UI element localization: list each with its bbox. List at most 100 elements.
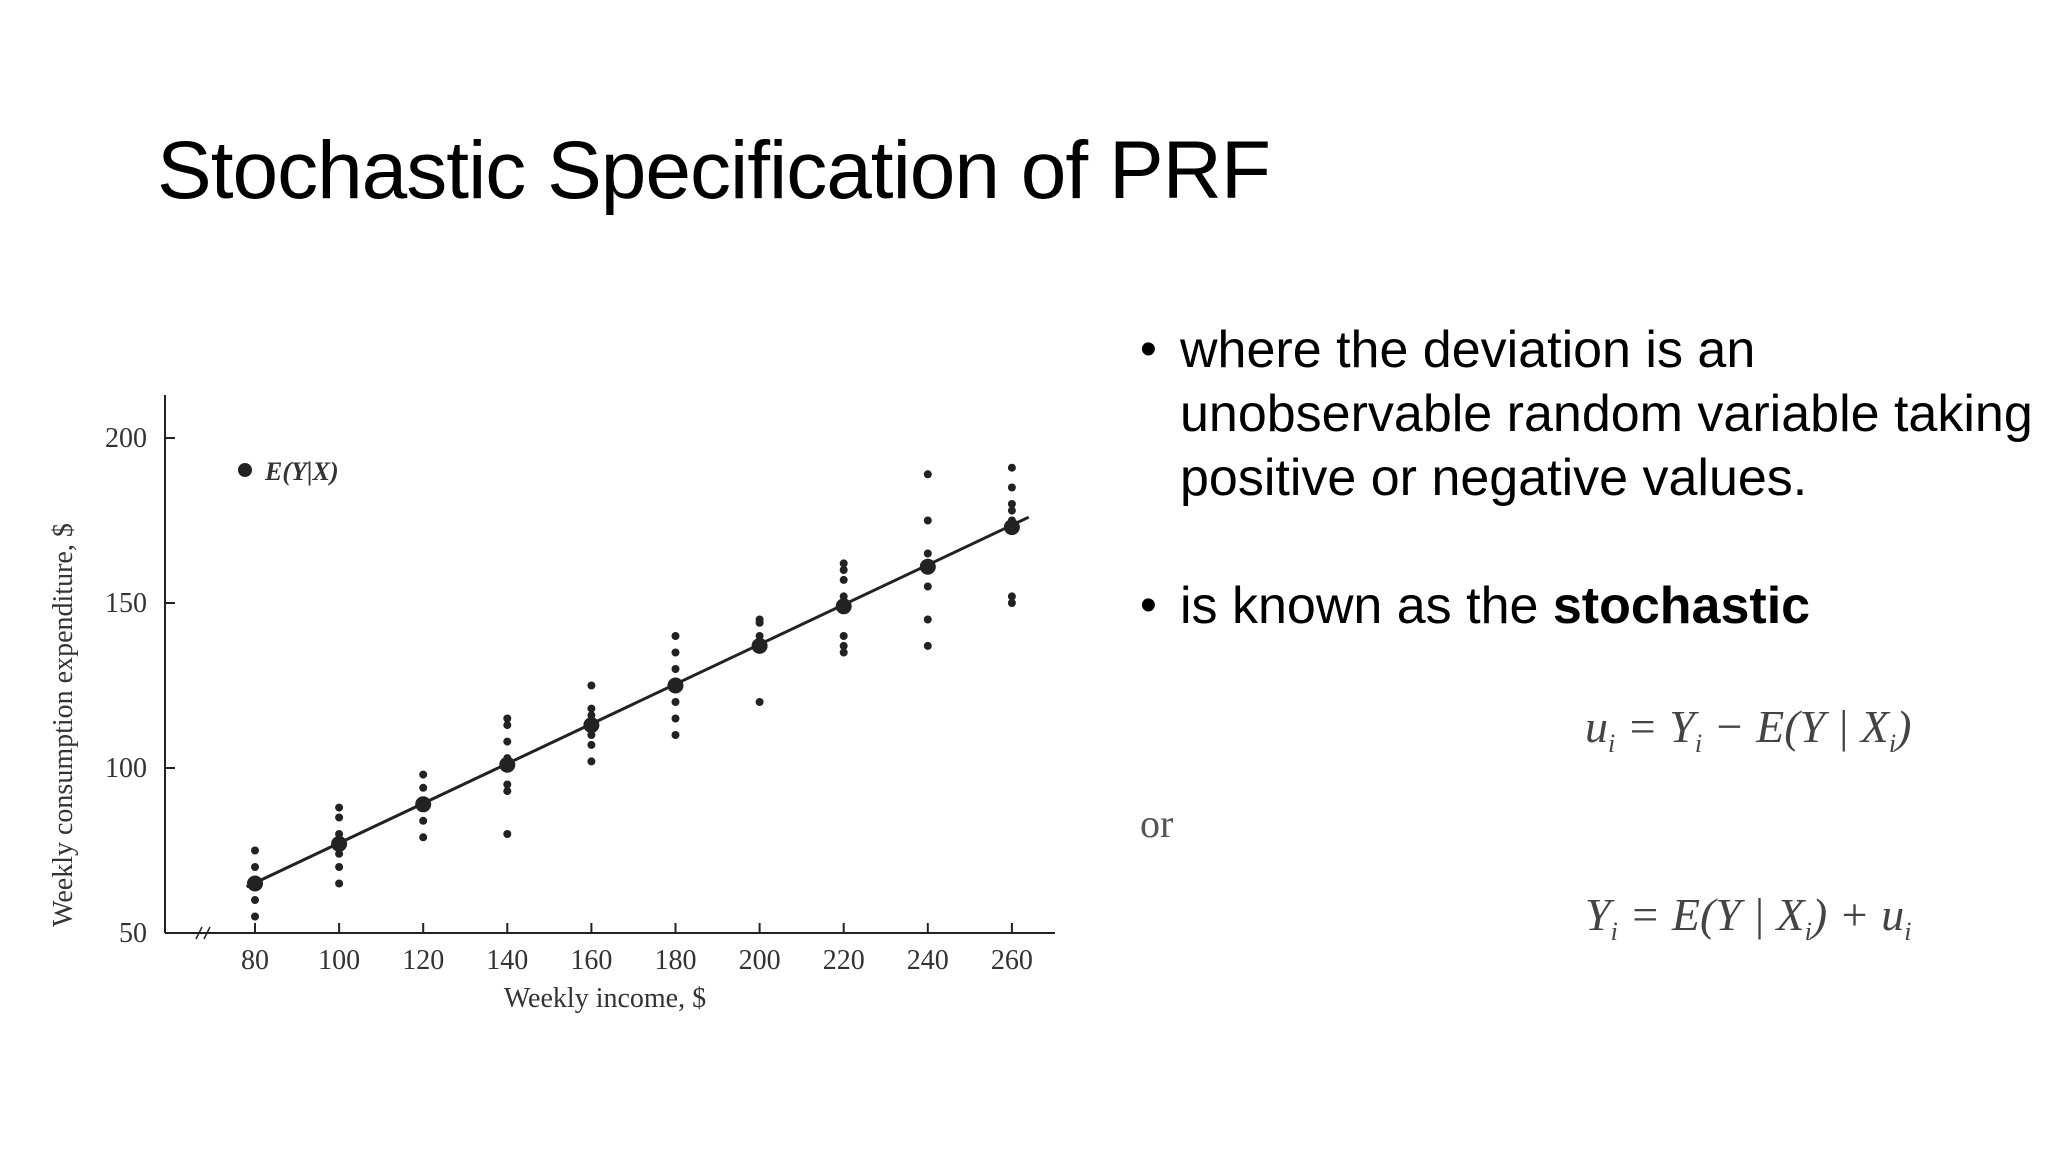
legend-marker: [238, 463, 252, 477]
observation-point: [335, 830, 344, 838]
observation-points: [251, 463, 1016, 921]
legend-label: E(Y|X): [264, 457, 339, 486]
observation-point: [839, 592, 848, 601]
equation-connector: or: [1140, 801, 1174, 846]
conditional-mean-point: [667, 677, 684, 694]
observation-point: [335, 813, 344, 822]
x-axis-title: Weekly income, $: [504, 983, 706, 1014]
regression-line: [245, 515, 1030, 889]
y-tick-label: 50: [119, 918, 147, 949]
observation-point: [1007, 500, 1016, 508]
slide-title: Stochastic Specification of PRF: [157, 125, 1271, 216]
observation-point: [503, 721, 512, 730]
x-tick-label: 120: [402, 945, 444, 976]
conditional-mean-point: [583, 717, 600, 734]
x-tick-label: 220: [823, 945, 865, 976]
observation-point: [587, 731, 596, 739]
bullet-text: is known as the: [1180, 577, 1553, 635]
bullet-marker: •: [1140, 323, 1157, 376]
observation-point: [587, 681, 596, 690]
observation-point: [923, 516, 932, 525]
observation-point: [671, 698, 680, 706]
observation-point: [839, 648, 848, 657]
y-tick-label: 100: [105, 753, 147, 784]
observation-point: [419, 833, 428, 842]
x-tick-label: 200: [739, 945, 781, 976]
axis-break-mark: [195, 926, 211, 940]
x-tick-label: 160: [570, 945, 612, 976]
observation-point: [923, 615, 932, 624]
observation-point: [839, 641, 848, 650]
observation-point: [923, 582, 932, 591]
observation-point: [839, 559, 848, 568]
observation-point: [587, 704, 596, 713]
conditional-mean-point: [331, 835, 348, 852]
observation-point: [671, 632, 680, 640]
y-tick-label: 150: [105, 588, 147, 619]
observation-point: [503, 714, 512, 723]
observation-point: [587, 740, 596, 749]
chart-legend: E(Y|X): [238, 457, 339, 486]
x-tick-label: 100: [318, 945, 360, 976]
conditional-mean-points: [247, 519, 1020, 892]
bullet-list: • where the deviation is an unobservable…: [1140, 318, 2040, 668]
observation-point: [251, 846, 259, 855]
observation-point: [923, 470, 932, 479]
observation-point: [1007, 592, 1016, 601]
y-axis-title: Weekly consumption expenditure, $: [48, 523, 79, 927]
observation-point: [419, 783, 428, 792]
observation-point: [251, 896, 259, 904]
conditional-mean-point: [415, 796, 432, 813]
observation-point: [419, 770, 428, 779]
bullet-text: where the deviation is an unobservable r…: [1180, 321, 2033, 507]
bullet-item: • is known as the stochastic: [1140, 574, 2040, 638]
observation-point: [755, 698, 764, 706]
regression-line-group: [245, 515, 1030, 889]
x-tick-label: 240: [907, 945, 949, 976]
observation-point: [1007, 463, 1016, 472]
observation-point: [671, 731, 680, 739]
observation-point: [839, 575, 848, 584]
observation-point: [755, 632, 764, 640]
conditional-mean-point: [919, 558, 936, 575]
observation-point: [503, 830, 512, 838]
scatter-chart: 50 100 150 200 80 100 120 140 160 180 200 220 240 260…: [48, 395, 1055, 1014]
x-tick-label: 140: [486, 945, 528, 976]
x-tick-label: 260: [991, 945, 1033, 976]
observation-point: [419, 816, 428, 825]
x-tick-label: 180: [655, 945, 697, 976]
observation-point: [839, 566, 848, 574]
observation-point: [335, 849, 344, 858]
observation-point: [923, 641, 932, 650]
observation-point: [587, 711, 596, 720]
observation-point: [503, 780, 512, 789]
conditional-mean-point: [751, 637, 768, 654]
x-tick-label: 80: [241, 945, 269, 976]
conditional-mean-point: [499, 756, 516, 773]
observation-point: [251, 863, 259, 871]
observation-point: [923, 549, 932, 558]
observation-point: [671, 714, 680, 723]
observation-point: [503, 737, 512, 746]
observation-point: [503, 787, 512, 796]
equation-error-term: ui = Yi − E(Y | Xi): [1585, 701, 1912, 759]
observation-point: [1007, 483, 1016, 492]
bullet-item: • where the deviation is an unobservable…: [1140, 318, 2040, 510]
conditional-mean-point: [835, 598, 852, 615]
observation-point: [1007, 506, 1016, 515]
observation-point: [1007, 599, 1016, 607]
equation-stochastic-prf: Yi = E(Y | Xi) + ui: [1585, 889, 1912, 947]
observation-point: [755, 615, 764, 624]
bullet-marker: •: [1140, 579, 1157, 632]
observation-point: [587, 757, 596, 766]
observation-point: [251, 912, 259, 921]
conditional-mean-point: [1003, 519, 1020, 536]
conditional-mean-point: [247, 875, 263, 892]
observation-point: [671, 665, 680, 673]
chart-axes: 50 100 150 200 80 100 120 140 160 180 200 220 240 260: [105, 395, 1055, 976]
bullet-bold-text: stochastic: [1552, 577, 1811, 635]
observation-point: [335, 879, 344, 888]
observation-point: [839, 632, 848, 640]
observation-point: [335, 803, 344, 812]
y-tick-label: 200: [105, 423, 147, 454]
